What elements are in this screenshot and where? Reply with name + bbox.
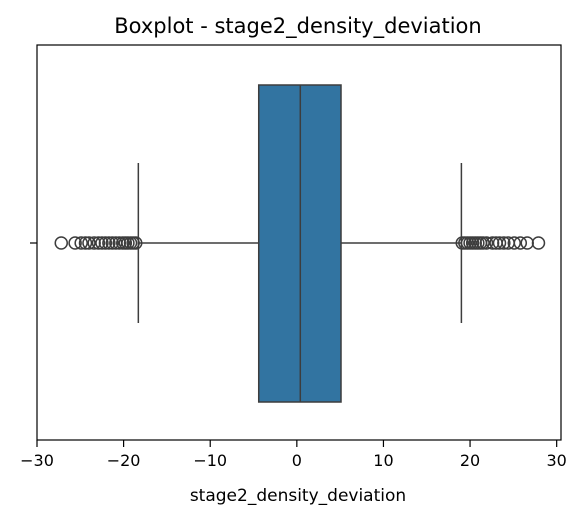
outlier-point	[78, 236, 93, 250]
x-tick-label: −10	[193, 451, 227, 470]
outlier-point	[479, 236, 494, 250]
outlier-point	[54, 236, 69, 250]
x-tick-label: 0	[292, 451, 302, 470]
outlier-point	[531, 236, 546, 250]
outlier-point	[91, 236, 106, 250]
outlier-point	[507, 236, 521, 250]
outlier-point	[82, 236, 96, 250]
outlier-point	[95, 236, 109, 250]
x-tick-label: −30	[20, 451, 54, 470]
x-axis-label: stage2_density_deviation	[190, 486, 406, 506]
outlier-point	[105, 236, 120, 250]
outlier-point	[68, 236, 82, 250]
outlier-point	[476, 236, 490, 250]
outlier-point	[497, 236, 511, 250]
outlier-point	[102, 236, 116, 250]
outlier-point	[98, 236, 113, 250]
x-tick-label: 30	[546, 451, 566, 470]
x-axis: −30 −20 −10 0 10 20 30	[20, 440, 567, 470]
outlier-point	[74, 236, 88, 250]
outlier-point	[520, 236, 534, 250]
x-tick-label: 20	[460, 451, 480, 470]
x-tick-label: −20	[107, 451, 141, 470]
outlier-point	[128, 236, 143, 250]
outlier-point	[492, 236, 507, 250]
x-tick-label: 10	[373, 451, 393, 470]
outlier-point	[513, 236, 528, 250]
chart-title: Boxplot - stage2_density_deviation	[114, 14, 481, 39]
